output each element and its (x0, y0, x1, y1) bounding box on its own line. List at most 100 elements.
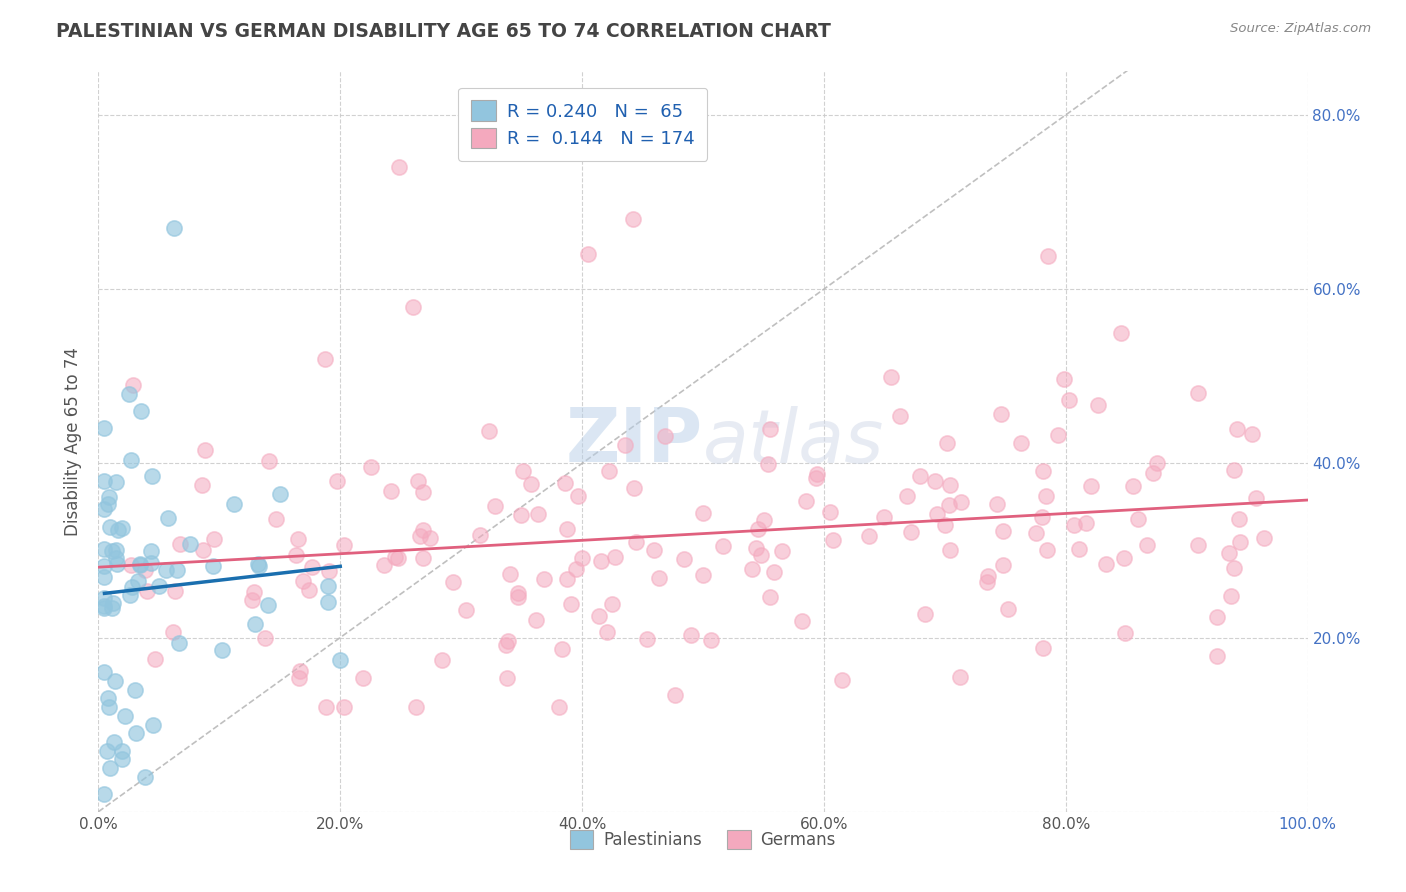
Point (142, 717, 165, 731)
Point (496, 634, 519, 648)
Point (139, 544, 162, 558)
Point (120, 558, 142, 572)
Point (772, 544, 794, 558)
Point (508, 586, 530, 600)
Point (169, 537, 191, 551)
Point (624, 534, 647, 549)
Point (1226, 422, 1249, 436)
Point (98, 700, 121, 714)
Point (927, 507, 949, 521)
Point (166, 564, 188, 578)
Point (93, 591, 115, 605)
Point (93, 570, 115, 584)
Point (333, 700, 356, 714)
Point (1223, 463, 1246, 477)
Point (818, 505, 841, 519)
Point (1031, 510, 1053, 524)
Point (495, 638, 517, 652)
Point (384, 550, 406, 565)
Point (1136, 538, 1159, 552)
Point (499, 567, 522, 582)
Point (831, 673, 853, 688)
Point (333, 538, 356, 552)
Point (141, 469, 163, 483)
Point (1080, 479, 1102, 493)
Point (1076, 516, 1098, 530)
Point (914, 607, 936, 622)
Point (510, 508, 533, 522)
Point (496, 671, 519, 685)
Point (1146, 456, 1168, 470)
Point (752, 513, 775, 527)
Point (291, 574, 314, 589)
Point (412, 485, 434, 500)
Point (554, 476, 576, 491)
Point (614, 438, 637, 452)
Point (1025, 525, 1047, 540)
Point (202, 532, 225, 546)
Point (636, 632, 658, 647)
Point (949, 670, 972, 684)
Point (93, 665, 115, 680)
Point (122, 378, 145, 392)
Text: ZIP: ZIP (565, 405, 703, 478)
Point (1036, 542, 1059, 557)
Point (621, 212, 644, 227)
Point (1031, 640, 1053, 655)
Point (253, 631, 276, 645)
Point (1187, 538, 1209, 552)
Point (380, 483, 402, 498)
Point (157, 511, 180, 525)
Point (643, 542, 665, 557)
Point (1053, 371, 1076, 385)
Point (873, 510, 896, 524)
Point (934, 518, 956, 533)
Point (316, 579, 339, 593)
Point (747, 522, 769, 536)
Point (290, 664, 312, 678)
Y-axis label: Disability Age 65 to 74: Disability Age 65 to 74 (65, 347, 83, 536)
Point (908, 469, 931, 483)
Point (924, 474, 946, 488)
Point (93, 475, 115, 489)
Point (301, 560, 323, 574)
Point (352, 671, 374, 685)
Point (1219, 589, 1241, 603)
Point (896, 490, 918, 504)
Point (939, 543, 962, 558)
Point (1035, 490, 1057, 504)
Point (242, 585, 264, 599)
Point (654, 429, 676, 443)
Point (111, 744, 134, 758)
Point (97, 490, 120, 504)
Point (93, 787, 115, 801)
Point (167, 636, 190, 650)
Point (1240, 427, 1263, 442)
Point (880, 370, 903, 384)
Point (1114, 626, 1136, 640)
Point (524, 613, 547, 627)
Point (533, 573, 555, 587)
Point (107, 523, 129, 537)
Point (1206, 648, 1229, 663)
Point (194, 443, 217, 458)
Point (316, 595, 339, 609)
Point (745, 541, 768, 555)
Point (134, 563, 156, 577)
Point (314, 351, 336, 366)
Point (484, 499, 506, 513)
Point (589, 554, 612, 568)
Point (664, 688, 686, 702)
Point (1057, 393, 1080, 408)
Point (1095, 557, 1118, 571)
Point (551, 642, 574, 657)
Point (93, 601, 115, 615)
Point (976, 569, 998, 583)
Point (179, 537, 201, 551)
Point (136, 584, 159, 599)
Point (93, 502, 115, 516)
Point (103, 735, 125, 749)
Point (711, 539, 734, 553)
Point (240, 592, 263, 607)
Point (600, 597, 623, 611)
